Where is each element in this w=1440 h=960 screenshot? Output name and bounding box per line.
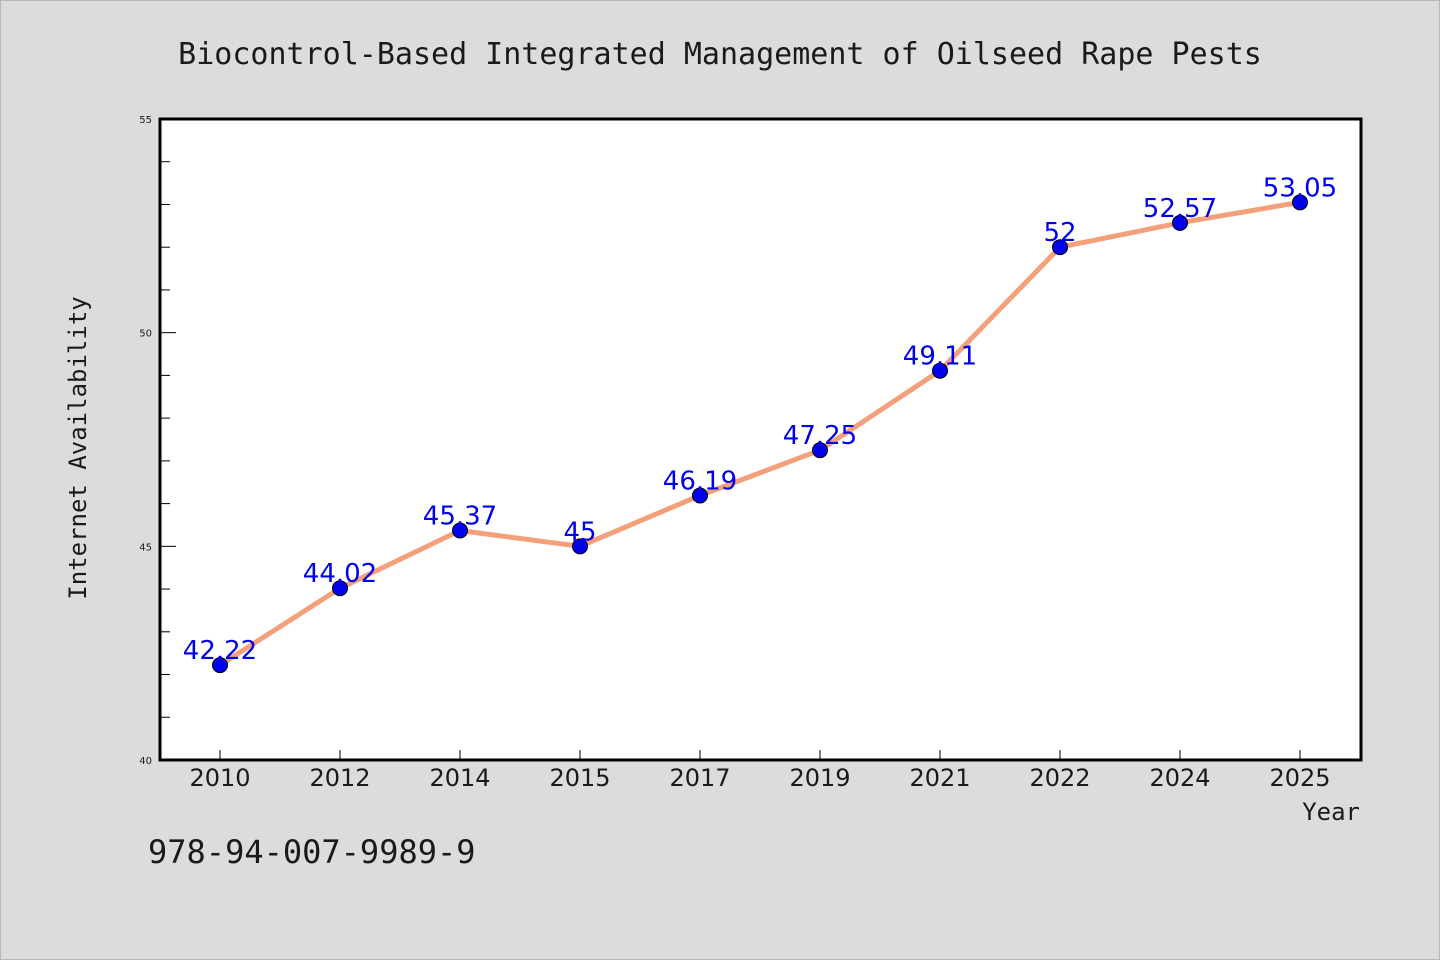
data-point [1172, 214, 1188, 231]
chart-title: Biocontrol-Based Integrated Management o… [178, 37, 1262, 72]
x-tick-label: 2012 [309, 764, 370, 792]
x-tick-label: 2017 [669, 764, 730, 792]
x-tick-label: 2025 [1269, 764, 1330, 792]
x-tick-label: 2022 [1029, 764, 1090, 792]
data-label: 44.02 [303, 559, 377, 589]
data-label: 45.37 [423, 502, 497, 532]
y-tick-label: 50 [139, 329, 152, 340]
data-label: 46.19 [663, 466, 737, 496]
data-label: 45 [563, 517, 596, 547]
data-point [572, 538, 588, 555]
data-point [212, 657, 228, 674]
series-line [217, 199, 1303, 668]
x-axis-label: Year [1302, 798, 1360, 826]
data-point [812, 442, 828, 459]
data-label: 49.11 [903, 342, 977, 372]
y-tick-label: 45 [139, 542, 152, 553]
x-tick-label: 2021 [909, 764, 970, 792]
x-tick-label: 2024 [1149, 764, 1210, 792]
data-point [1292, 194, 1308, 211]
data-point [332, 580, 348, 597]
x-tick-label: 2015 [549, 764, 610, 792]
data-label: 52 [1043, 218, 1076, 248]
x-tick-label: 2014 [429, 764, 490, 792]
plot-area: 40 45 50 55 2010 2012 2014 2015 2017 2019 2021 2022… [139, 115, 1363, 792]
x-tick-label: 2019 [789, 764, 850, 792]
data-label: 53.05 [1263, 173, 1337, 203]
data-label: 52.57 [1143, 194, 1217, 224]
data-point [452, 522, 468, 539]
data-label: 42.22 [183, 636, 257, 666]
y-axis-label: Internet Availability [64, 296, 92, 599]
isbn-footer: 978-94-007-9989-9 [148, 833, 476, 871]
x-tick-label: 2010 [189, 764, 250, 792]
data-point [1052, 239, 1068, 256]
data-point [932, 362, 948, 379]
data-point [692, 487, 708, 504]
y-tick-label: 40 [139, 756, 152, 767]
y-tick-label: 55 [139, 115, 152, 126]
data-label: 47.25 [783, 421, 857, 451]
